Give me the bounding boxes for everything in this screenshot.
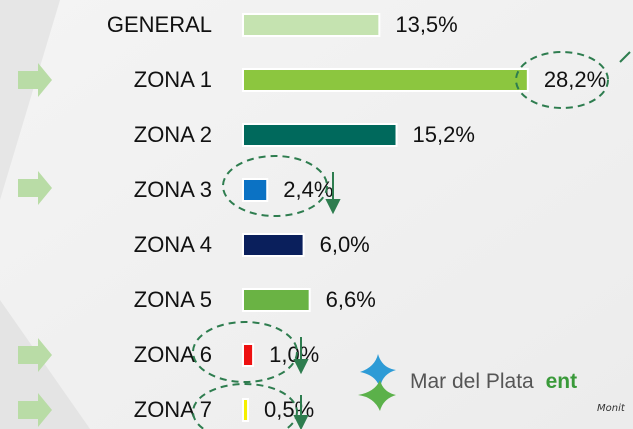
bar (242, 288, 311, 312)
category-label: ZONA 5 (134, 287, 212, 312)
category-label: ZONA 4 (134, 232, 212, 257)
logo-text: Mar del Plata (410, 370, 534, 393)
category-label: GENERAL (107, 12, 212, 37)
bar (242, 233, 305, 257)
logo-icon (358, 354, 396, 411)
logo-accent: ent (546, 370, 578, 393)
background-shape (0, 300, 90, 429)
bar (242, 68, 529, 92)
category-label: ZONA 3 (134, 177, 212, 202)
row-arrows (18, 63, 52, 427)
category-label: ZONA 7 (134, 397, 212, 422)
logo: Mar del Plata ent Monit (358, 354, 626, 414)
bar (242, 343, 255, 367)
background-shape (0, 0, 60, 200)
logo-subtext: Monit (597, 403, 626, 414)
category-label: ZONA 1 (134, 67, 212, 92)
bar (242, 13, 381, 37)
value-label: 6,0% (320, 232, 370, 257)
value-label: 6,6% (326, 287, 376, 312)
bar (242, 178, 269, 202)
value-label: 15,2% (413, 122, 475, 147)
value-label: 28,2% (544, 67, 606, 92)
value-label: 13,5% (395, 12, 457, 37)
value-label: 1,0% (269, 342, 319, 367)
category-label: ZONA 2 (134, 122, 212, 147)
category-label: ZONA 6 (134, 342, 212, 367)
value-label: 2,4% (283, 177, 333, 202)
svg-text:Mar del Plata ent: Mar del Plata ent (410, 370, 577, 393)
highlights (192, 51, 631, 429)
bar (242, 398, 250, 422)
bar (242, 123, 398, 147)
